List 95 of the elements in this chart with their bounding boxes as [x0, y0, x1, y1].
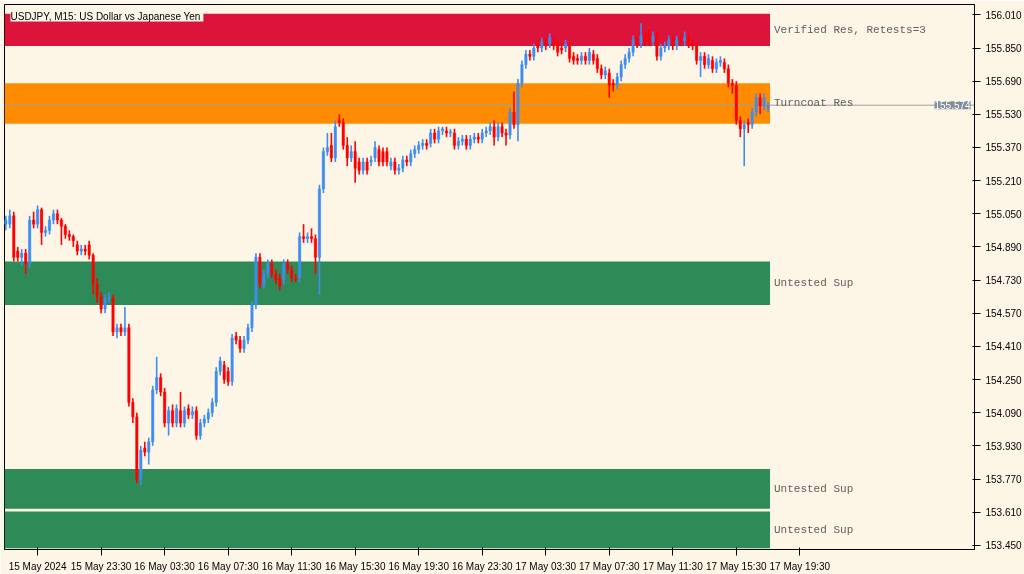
y-tick-label: 153.450 [985, 540, 1023, 552]
candlestick [183, 405, 186, 429]
x-tick-label: 16 May 19:30 [388, 560, 450, 572]
x-tick-label: 16 May 15:30 [324, 560, 386, 572]
x-tick-label: 15 May 2024 [8, 560, 67, 572]
candlestick [452, 128, 456, 151]
candlestick [306, 231, 309, 244]
y-tick-label: 154.090 [985, 407, 1023, 419]
candlestick [568, 41, 571, 64]
candlestick [441, 125, 444, 136]
y-tick-label: 154.250 [985, 374, 1023, 386]
text: USDJPY, M15: US Dollar vs Japanese Yen [10, 10, 201, 22]
candlestick [607, 67, 611, 99]
candlestick [385, 146, 389, 167]
candlestick [123, 306, 127, 337]
x-tick-label: 17 May 03:30 [515, 560, 577, 572]
candlestick [699, 51, 703, 78]
candlestick [282, 258, 286, 286]
band-label: Verified Res, Retests=3 [774, 23, 926, 36]
candlestick [40, 206, 43, 246]
candlestick [576, 53, 579, 66]
candlestick [175, 403, 178, 429]
candlestick [707, 53, 710, 70]
candlestick [584, 51, 587, 66]
x-tick-label: 16 May 03:30 [134, 560, 196, 572]
candlestick [595, 53, 599, 74]
candlestick [746, 117, 750, 134]
ref-line-label: 155.574 [934, 100, 972, 112]
candlestick [718, 55, 722, 68]
candlestick [314, 233, 317, 275]
candlestick [711, 55, 714, 74]
candlestick [55, 208, 59, 225]
y-tick-label: 155.530 [985, 109, 1023, 121]
candlestick [715, 57, 718, 74]
candlestick [222, 360, 226, 385]
y-tick-label: 153.770 [985, 474, 1023, 486]
candlestick [492, 119, 496, 147]
band-label: Untested Sup [774, 523, 854, 536]
candlestick [726, 63, 730, 89]
y-tick-label: 155.850 [985, 43, 1023, 55]
candlestick [639, 22, 643, 49]
x-tick-label: 16 May 07:30 [197, 560, 259, 572]
band-label: Untested Sup [774, 277, 854, 290]
candlestick [445, 125, 448, 138]
y-tick-label: 153.930 [985, 440, 1023, 452]
candlestick [36, 204, 40, 230]
y-tick-label: 155.210 [985, 175, 1023, 187]
x-tick-label: 17 May 15:30 [706, 560, 768, 572]
candlestick [437, 125, 440, 145]
candlestick [429, 128, 433, 149]
candlestick [302, 223, 306, 244]
x-tick-label: 17 May 07:30 [578, 560, 640, 572]
candlestick [167, 405, 171, 437]
candlestick [580, 51, 583, 66]
y-tick-label: 155.690 [985, 76, 1023, 88]
candlestick [198, 418, 202, 441]
band-label: Turncoat Res [774, 97, 854, 110]
y-tick-label: 154.410 [985, 341, 1023, 353]
candlestick [377, 144, 381, 167]
x-tick-label: 17 May 11:30 [642, 560, 704, 572]
y-tick-label: 154.890 [985, 241, 1023, 253]
candlestick [655, 30, 659, 62]
candlestick [508, 107, 512, 140]
x-tick-label: 16 May 23:30 [451, 560, 513, 572]
x-tick-label: 16 May 11:30 [261, 560, 323, 572]
candlestick [171, 403, 174, 429]
candlestick [679, 34, 683, 45]
candlestick [373, 140, 377, 163]
band-label: Untested Sup [774, 482, 854, 495]
y-tick-label: 154.570 [985, 308, 1023, 320]
candlestick [179, 391, 182, 429]
y-tick-label: 155.370 [985, 142, 1023, 154]
x-tick-label: 17 May 19:30 [769, 560, 831, 572]
candlestick [449, 128, 452, 138]
candlestick [59, 217, 63, 246]
y-tick-label: 155.050 [985, 208, 1023, 220]
candlestick [695, 41, 699, 66]
candlestick [187, 403, 190, 420]
y-tick-label: 156.010 [985, 9, 1023, 21]
y-tick-label: 153.610 [985, 507, 1023, 519]
candlestick [512, 90, 516, 130]
candlestick [8, 208, 12, 230]
candlestick [703, 51, 706, 70]
candlestick [48, 215, 51, 236]
candlestick [496, 121, 500, 143]
candlestick [758, 92, 762, 116]
candlestick [103, 293, 107, 315]
x-tick-label: 15 May 23:30 [70, 560, 132, 572]
candlestick [329, 132, 333, 163]
candlestick [353, 140, 357, 184]
candlestick [381, 146, 385, 167]
y-tick-label: 154.730 [985, 275, 1023, 287]
candlestick [742, 119, 746, 167]
candlestick [433, 128, 437, 145]
candlestick [24, 248, 28, 275]
